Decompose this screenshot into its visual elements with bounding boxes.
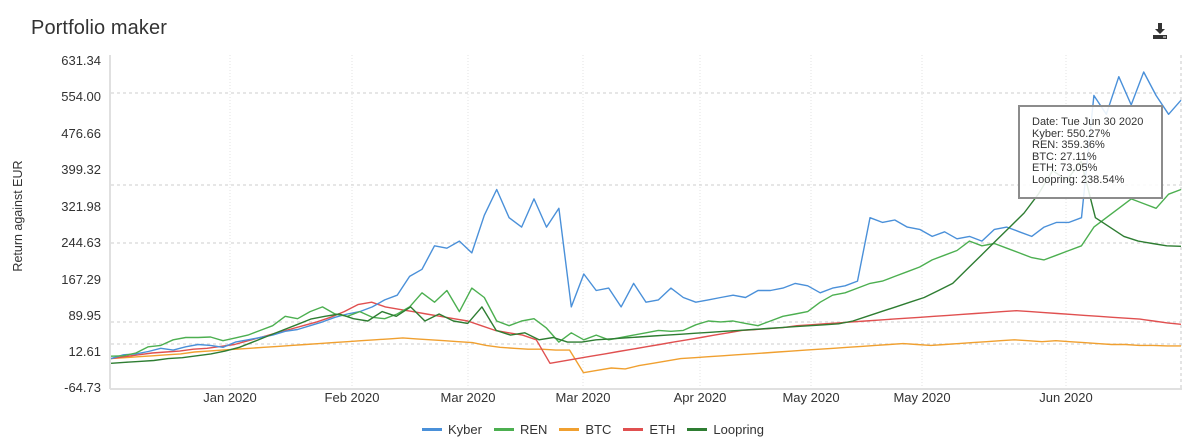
y-tick: 631.34 [61,53,101,68]
chart-tooltip: Date: Tue Jun 30 2020 Kyber: 550.27% REN… [1018,105,1163,199]
series-line-loopring[interactable] [110,160,1182,364]
tooltip-date: Date: Tue Jun 30 2020 [1032,116,1144,128]
legend-label: BTC [585,422,612,437]
chart-legend: Kyber REN BTC ETH Loopring [0,422,1186,437]
legend-item-kyber[interactable]: Kyber [421,422,482,437]
legend-item-ren[interactable]: REN [493,422,548,437]
legend-item-eth[interactable]: ETH [623,422,675,437]
download-icon[interactable] [1151,22,1169,40]
series-line-eth[interactable] [110,301,1182,364]
y-tick: 554.00 [61,89,101,104]
series-line-btc[interactable] [110,337,1181,374]
x-tick: Jan 2020 [203,390,257,405]
legend-swatch-icon [623,428,644,431]
x-tick: May 2020 [782,390,840,405]
series-line-ren[interactable] [110,188,1182,357]
y-tick: 167.29 [61,272,101,287]
tooltip-kyber: Kyber: 550.27% [1032,127,1111,140]
legend-swatch-icon [559,428,580,431]
legend-item-btc[interactable]: BTC [559,422,611,437]
y-tick: 244.63 [61,235,101,250]
tooltip-btc: BTC: 27.11% [1032,150,1097,163]
horizontal-gridlines [111,92,1182,345]
x-tick: Mar 2020 [440,390,496,405]
x-tick: May 2020 [893,390,951,405]
vertical-gridlines [229,55,1067,388]
y-tick: 89.95 [68,308,101,323]
legend-swatch-icon [421,428,442,431]
legend-swatch-icon [687,428,708,431]
legend-item-loopring[interactable]: Loopring [687,422,764,437]
tooltip-loopring: Loopring: 238.54% [1032,173,1125,186]
x-tick: Mar 2020 [555,390,611,405]
legend-label: Loopring [713,422,765,437]
legend-label: ETH [649,422,676,437]
y-tick: 321.98 [61,199,101,214]
legend-label: REN [519,422,548,437]
y-tick: 476.66 [61,126,101,141]
y-tick: 12.61 [68,344,101,359]
legend-swatch-icon [493,428,514,431]
y-tick: -64.73 [64,380,101,395]
x-tick: Jun 2020 [1039,390,1093,405]
x-tick: Feb 2020 [324,390,380,405]
series-line-kyber[interactable] [110,71,1182,360]
page-title: Portfolio maker [31,17,167,39]
tooltip-eth: ETH: 73.05% [1032,162,1098,174]
legend-label: Kyber [447,422,482,437]
y-tick: 399.32 [61,162,101,177]
x-tick: Apr 2020 [673,390,727,405]
tooltip-ren: REN: 359.36% [1032,139,1105,151]
